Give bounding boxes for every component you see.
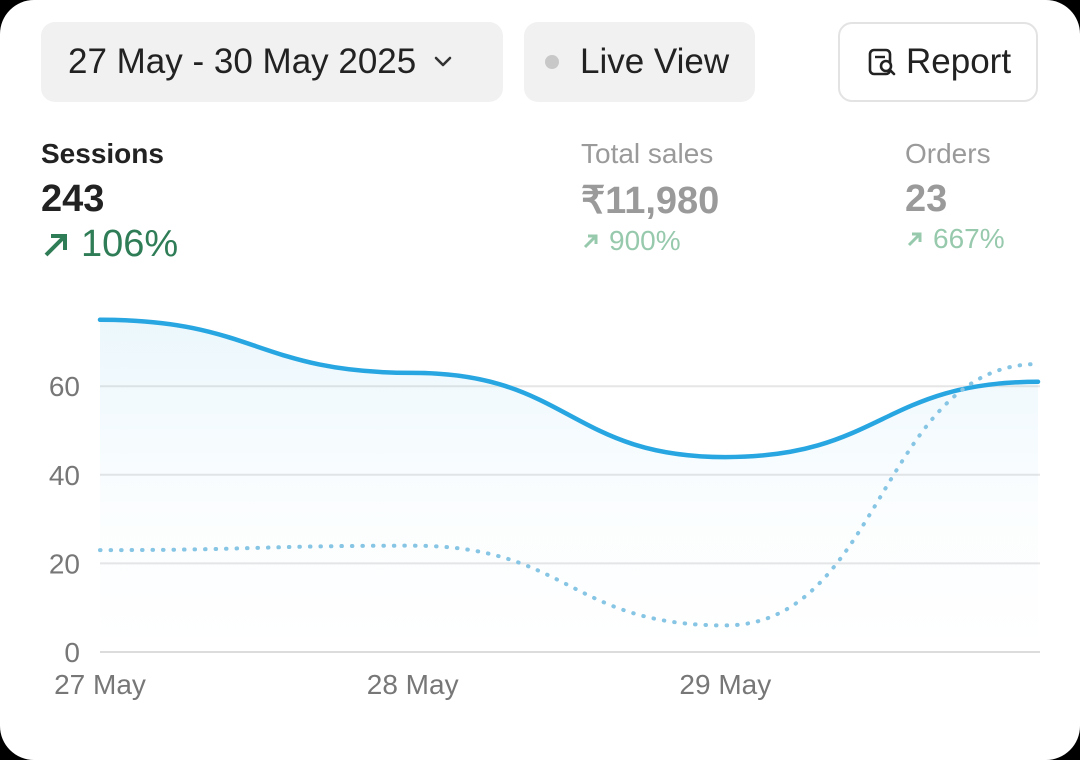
date-range: 27 May - 30 May 2025 (68, 42, 417, 81)
metric-value: 243 (41, 178, 105, 220)
y-tick-label: 40 (49, 460, 80, 491)
x-tick-label: 29 May (679, 669, 771, 700)
line (98, 362, 1040, 628)
area (100, 319, 1038, 652)
metric-orders[interactable]: Orders 23 667% (905, 138, 1005, 255)
metric-change-row: 900% (581, 225, 719, 257)
y-tick-label: 0 (64, 637, 80, 668)
x-tick-label: 28 May (367, 669, 459, 700)
metric-change-row: 667% (905, 223, 1005, 255)
metric-change-row: 106% (41, 223, 178, 266)
y-tick-label: 60 (49, 371, 80, 402)
metric-change: 667% (933, 223, 1005, 254)
metric-change: 106% (81, 223, 179, 265)
report: Report (906, 42, 1012, 81)
report-icon (868, 48, 896, 76)
chart: 0 20 40 60 27 May 28 May 29 May (49, 317, 1041, 700)
metric-value: ₹11,980 (581, 180, 720, 222)
metric-label: Orders (905, 138, 991, 169)
metric-label: Sessions (41, 138, 164, 169)
up-arrow (44, 233, 67, 256)
date-range-button[interactable]: 27 May - 30 May 2025 (41, 22, 503, 102)
x-tick-label: 27 May (54, 669, 146, 700)
up-arrow (583, 234, 598, 249)
metric-value: 23 (905, 178, 948, 220)
live-view: Live View (580, 42, 730, 81)
metric-total-sales[interactable]: Total sales ₹11,980 900% (581, 138, 719, 257)
metric-label: Total sales (581, 138, 714, 169)
live-view-button[interactable]: Live View (524, 22, 755, 102)
line (97, 317, 1041, 460)
y-tick-label: 20 (49, 548, 80, 579)
report-button[interactable]: Report (838, 22, 1038, 102)
metric-change: 900% (609, 225, 681, 256)
chevron-icon (434, 56, 452, 67)
up-arrow (907, 232, 922, 247)
status-dot (545, 55, 559, 69)
metric-sessions[interactable]: Sessions 243 106% (41, 138, 178, 266)
